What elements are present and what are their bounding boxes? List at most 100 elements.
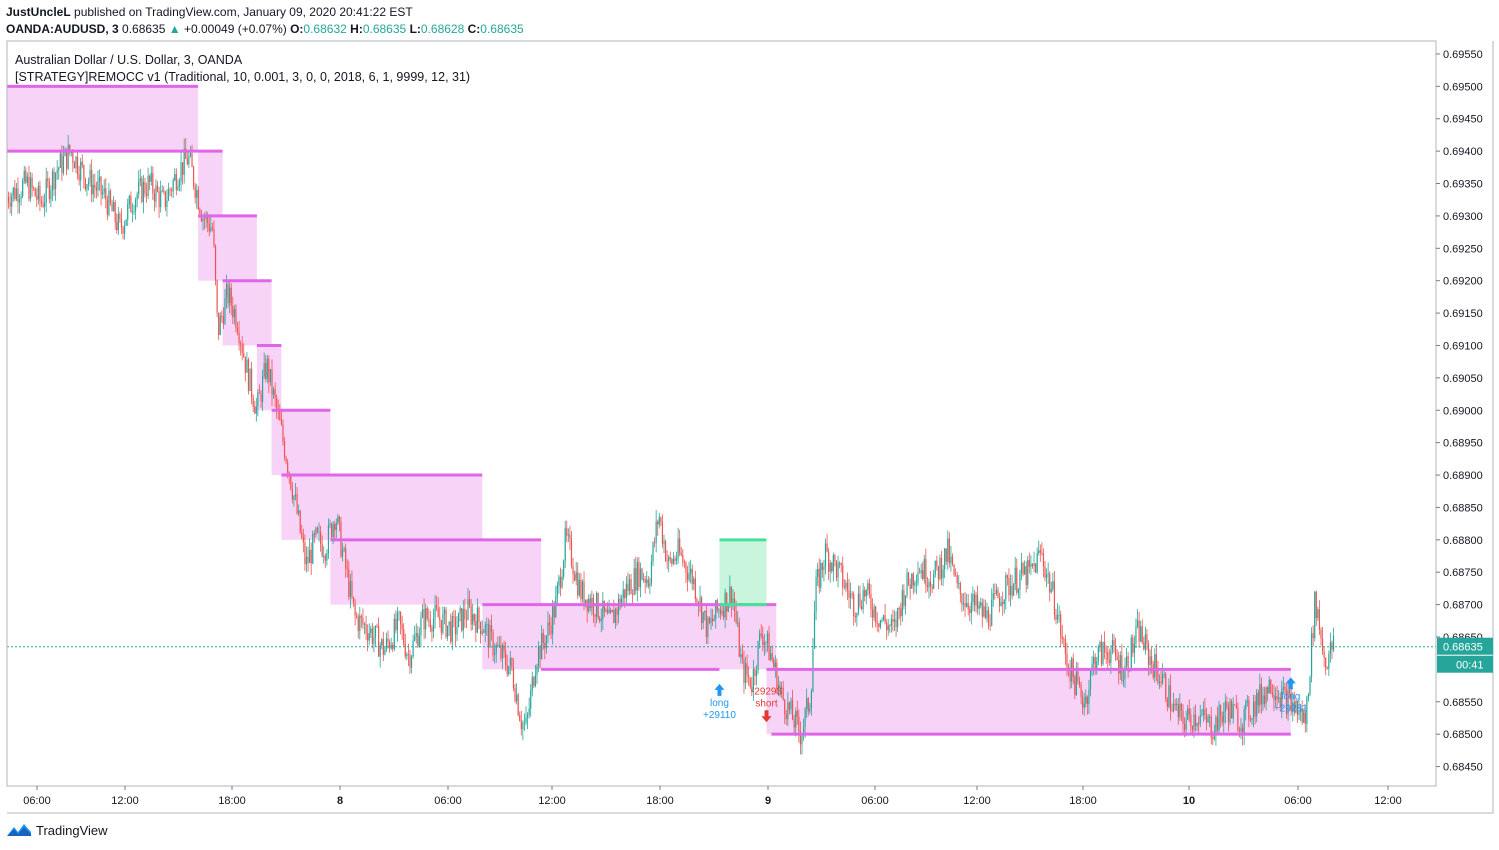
candle-body <box>425 608 427 630</box>
candle-body <box>503 645 505 652</box>
candle-body <box>301 532 303 538</box>
candle-body <box>710 618 712 623</box>
candle-body <box>889 625 891 627</box>
candle-body <box>627 583 629 592</box>
candle-body <box>484 624 486 633</box>
symbol-name[interactable]: OANDA:AUDUSD, 3 <box>6 22 119 36</box>
candle-body <box>940 557 943 579</box>
candle-body <box>867 583 869 590</box>
candle-body <box>922 570 924 580</box>
candle-body <box>467 599 469 620</box>
candle-body <box>1168 685 1170 707</box>
candle-body <box>644 578 646 583</box>
candle-body <box>904 595 907 606</box>
candle-body <box>928 581 930 588</box>
x-tick-label: 18:00 <box>646 795 674 807</box>
price-axis[interactable]: 0.69550 0.69500 0.69450 0.69400 0.69350 0.693… <box>1436 49 1493 774</box>
candle-body <box>436 604 438 609</box>
candle-body <box>508 666 510 675</box>
candle-body <box>1320 629 1322 639</box>
candle-body <box>1039 550 1041 553</box>
candle-body <box>370 628 372 633</box>
candle-body <box>73 162 76 169</box>
candle-body <box>208 223 210 232</box>
candle-body <box>998 597 1001 607</box>
y-tick-label: 0.68750 <box>1443 567 1483 579</box>
candle-body <box>802 727 805 736</box>
candle-body <box>34 188 36 197</box>
candle-body <box>1284 687 1286 690</box>
chart-title[interactable]: Australian Dollar / U.S. Dollar, 3, OAND… <box>15 53 243 67</box>
candle-body <box>517 694 519 716</box>
candle-body <box>1210 716 1212 738</box>
candle-body <box>465 619 468 620</box>
candle-body <box>238 332 240 344</box>
candle-body <box>373 637 375 644</box>
candle-body <box>708 617 711 623</box>
candle-body <box>574 574 576 581</box>
candle-body <box>958 583 960 584</box>
candle-body <box>296 494 298 514</box>
candle-body <box>1303 712 1305 723</box>
low-label: L: <box>409 22 421 36</box>
candle-body <box>671 559 673 564</box>
time-axis[interactable]: 06:00 12:00 18:00 8 06:00 12:00 18:00 9 06:00 12:… <box>23 786 1402 807</box>
candle-body <box>564 528 566 561</box>
candle-body <box>84 178 86 190</box>
footer-branding[interactable]: TradingView <box>6 822 108 838</box>
candle-body <box>548 622 551 626</box>
open-label: O: <box>290 22 304 36</box>
candle-body <box>423 609 425 630</box>
candle-body <box>174 174 176 181</box>
low-value: 0.68628 <box>420 22 465 36</box>
candle-body <box>542 632 544 644</box>
candle-body <box>937 566 939 580</box>
candle-body <box>608 609 610 614</box>
candle-body <box>55 173 57 190</box>
candle-body <box>258 392 261 394</box>
candle-body <box>462 608 464 631</box>
candle-body <box>1259 684 1261 706</box>
candle-body <box>388 642 391 649</box>
candle-body <box>514 688 516 702</box>
candle-body <box>1213 735 1215 740</box>
candle-body <box>774 662 776 668</box>
candle-body <box>1154 654 1156 678</box>
candle-body <box>694 578 696 599</box>
candle-body <box>318 531 320 533</box>
candle-body <box>970 602 972 614</box>
candle-body <box>961 593 963 605</box>
candle-body <box>553 606 555 618</box>
candle-body <box>558 576 560 586</box>
strategy-legend[interactable]: [STRATEGY]REMOCC v1 (Traditional, 10, 0.… <box>15 70 470 84</box>
candle-body <box>837 563 839 578</box>
candle-body <box>909 584 911 589</box>
candle-body <box>1005 575 1007 600</box>
y-tick-label: 0.69400 <box>1443 146 1483 158</box>
publisher-name[interactable]: JustUncleL <box>6 5 71 19</box>
candle-body <box>365 624 367 634</box>
candle-body <box>801 735 803 745</box>
candle-body <box>1080 684 1082 698</box>
candle-body <box>473 614 475 621</box>
candle-body <box>495 645 497 654</box>
candle-body <box>341 549 344 557</box>
candle-body <box>1135 626 1137 644</box>
candle-body <box>1061 636 1063 640</box>
candle-body <box>636 562 638 591</box>
candle-body <box>403 629 405 644</box>
candle-body <box>1097 646 1099 662</box>
candle-body <box>840 562 842 566</box>
candle-body <box>754 669 756 677</box>
candle-body <box>948 538 950 564</box>
candle-body <box>199 209 201 214</box>
candle-body <box>790 700 792 710</box>
candle-body <box>976 594 979 609</box>
candle-body <box>26 176 28 183</box>
candle-body <box>1122 679 1125 681</box>
candle-body <box>454 617 457 635</box>
candle-body <box>381 639 383 646</box>
y-tick-label: 0.68850 <box>1443 502 1483 514</box>
y-tick-label: 0.69000 <box>1443 405 1483 417</box>
